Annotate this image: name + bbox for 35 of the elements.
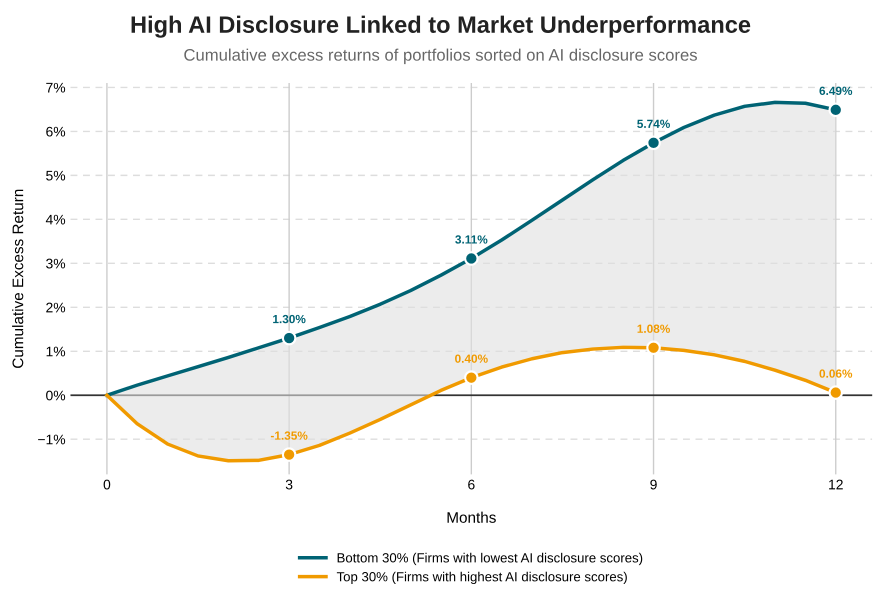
y-tick-label: 5% [46,170,66,181]
y-axis-title: Cumulative Excess Return [12,190,24,368]
x-tick-label: 12 [829,480,843,490]
point [828,385,844,400]
y-tick-label: 1% [46,346,66,356]
data-label: 1.30% [273,314,306,324]
data-label: 0.06% [819,369,852,378]
point [282,330,296,346]
y-tick-label: 7% [46,82,66,93]
x-tick-label: 9 [650,480,657,490]
x-tick-label: 3 [286,480,292,490]
point [646,340,661,356]
chart-title: High AI Disclosure Linked to Market Underperformance [132,16,750,38]
y-tick-label: 6% [46,126,66,137]
point [464,370,479,385]
x-axis-title: Months [448,512,496,523]
point [464,251,479,266]
point [282,447,296,462]
y-tick-label: 0% [46,390,66,400]
y-tick-label: 3% [46,258,66,268]
data-label: 3.11% [455,235,488,244]
data-label: 0.40% [455,354,488,363]
y-tick-label: 2% [46,302,66,312]
y-tick-label: 4% [46,214,66,224]
x-tick-label: 0 [104,480,110,490]
data-label: -1.35% [270,431,308,440]
data-label: 1.08% [638,324,670,333]
x-tick-label: 6 [468,480,475,490]
y-tick-label: −1% [38,434,66,444]
legend-label: Bottom 30% (Firms with lowest AI disclosure scores) [338,552,642,566]
data-label: 6.49% [819,86,852,96]
point [646,136,661,150]
data-label: 5.74% [637,120,670,128]
chart-subtitle: Cumulative excess returns of portfolios sorted on AI disclosure scores [184,48,697,64]
legend-label: Top 30% (Firms with highest AI disclosure scores) [336,572,627,584]
